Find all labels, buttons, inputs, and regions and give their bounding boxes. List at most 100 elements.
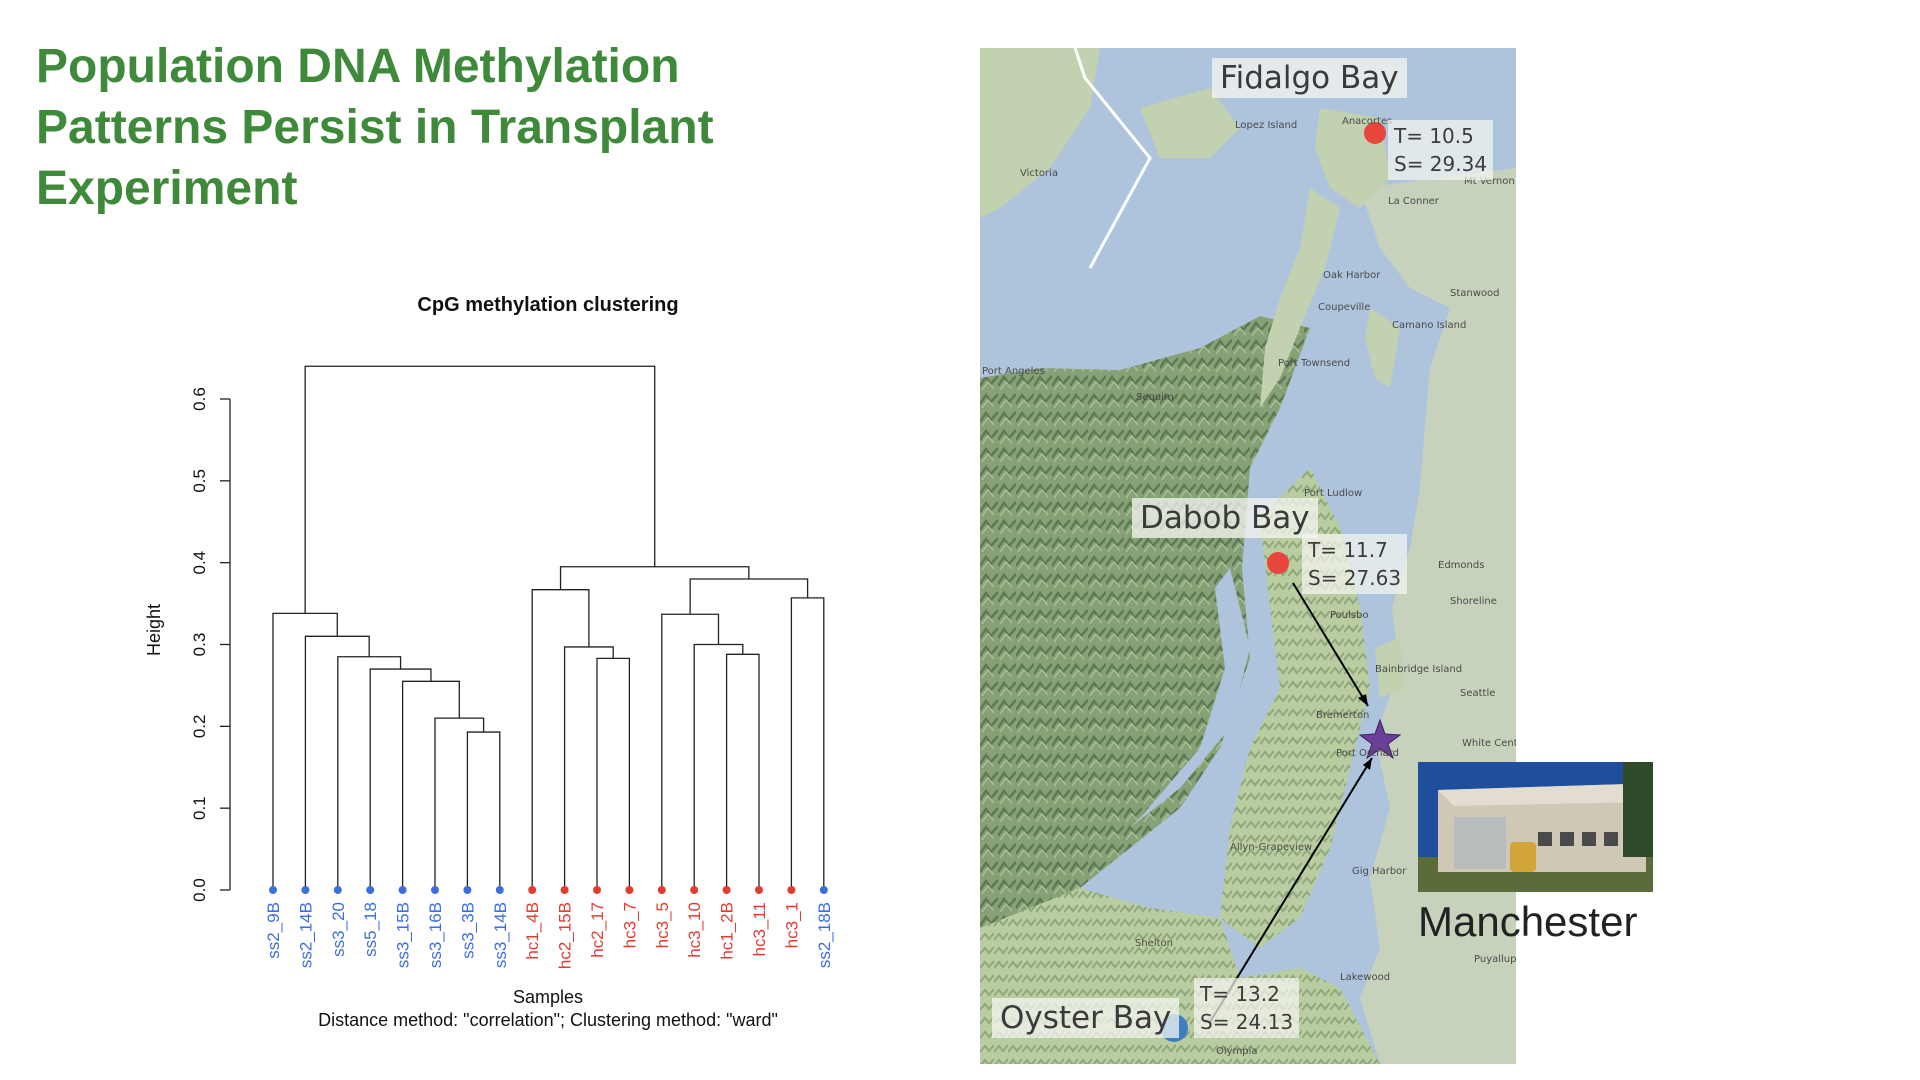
dendrogram-branch [689,578,809,615]
leaf-marker [528,886,537,894]
place-bremerton: Bremerton [1316,710,1370,721]
y-tick-label: 0.1 [190,796,209,820]
leaf-marker [366,886,375,894]
leaf-marker [690,886,699,894]
vancouver-island [980,48,1100,218]
facility-illustration [1418,762,1653,892]
y-tick-label: 0.0 [190,878,209,902]
leaf-marker [755,886,763,894]
y-axis-label: Height [144,604,164,656]
leaf-marker [593,886,601,894]
place-mt-vernon: Mt Vernon [1464,176,1515,187]
place-edmonds: Edmonds [1438,560,1485,571]
dendrogram-branch [559,566,750,590]
puget-sound-map: Victoria Lopez Island Anacortes Mt Verno… [980,48,1516,1064]
place-coupeville: Coupeville [1318,302,1371,313]
fidalgo-bay-label: Fidalgo Bay [1212,58,1407,98]
leaf-marker [495,886,504,894]
place-shelton: Shelton [1135,938,1173,949]
dendrogram-branch [337,656,402,890]
dabob-salinity: S= 27.63 [1308,566,1402,590]
leaf-marker [819,886,828,894]
place-sequim: Sequim [1136,392,1174,403]
place-seattle: Seattle [1460,688,1496,699]
leaf-marker [269,886,277,894]
place-port-townsend: Port Townsend [1278,358,1351,369]
leaf-label: ss3_16B [426,902,445,968]
place-port-orchard: Port Orchard [1336,748,1400,759]
fidalgo-salinity: S= 29.34 [1394,152,1488,176]
leaf-marker [657,886,666,894]
dendrogram-branch [466,731,501,890]
dendrogram-branch [369,668,432,890]
leaf-marker [560,886,569,894]
dendrogram-branches [272,365,825,890]
leaf-label: hc2_17 [588,902,607,958]
whidbey-island [1260,188,1340,408]
y-tick-label: 0.6 [190,387,209,411]
place-lakewood: Lakewood [1340,972,1391,983]
slide-title-line-2: Patterns Persist in Transplant [36,101,714,154]
place-bainbridge: Bainbridge Island [1375,664,1463,675]
x-axis-label: Samples [513,987,583,1007]
dendrogram-branch [304,635,370,890]
place-port-angeles: Port Angeles [982,366,1045,377]
hood-canal [1130,568,1250,828]
leaf-label: hc3_10 [685,902,704,958]
place-stanwood: Stanwood [1450,288,1500,299]
leaf-label: hc1_2B [718,902,737,960]
dendrogram-branch [693,643,744,890]
leaf-marker [301,886,310,894]
dendrogram-branch [563,646,614,890]
dabob-temperature: T= 11.7 [1308,538,1388,562]
leaf-label: hc1_4B [523,902,542,960]
y-tick-label: 0.3 [190,633,209,657]
oyster-bay-label: Oyster Bay [992,998,1180,1038]
leaf-label: hc3_7 [620,902,639,948]
dendrogram-chart: CpG methylation clustering Height Sample… [144,294,834,1030]
place-gig-harbor: Gig Harbor [1352,866,1407,877]
dendrogram-branch [596,657,631,890]
dendrogram-branch [790,597,825,890]
chart-title: CpG methylation clustering [417,294,678,316]
place-white-center: White Center [1462,738,1516,749]
leaf-marker [398,886,407,894]
leaf-label: ss5_18 [361,902,380,957]
leaf-label: ss2_9B [264,902,283,959]
leaf-label: hc2_15B [556,902,575,969]
dendrogram-branch [304,365,656,614]
leaf-marker [787,886,796,894]
leaf-label: ss3_14B [491,902,510,968]
leaf-label: hc3_11 [750,902,769,957]
leaf-marker [463,886,472,894]
y-axis: 0.0 0.1 0.2 0.3 0.4 0.5 0.6 [190,387,231,902]
place-port-ludlow: Port Ludlow [1304,488,1363,499]
leaf-marker [431,886,439,894]
slide-title-line-3: Experiment [36,162,298,215]
oyster-temperature: T= 13.2 [1200,982,1280,1006]
san-juan-islands [1140,88,1240,158]
dendrogram-branch [434,717,485,890]
fidalgo-stats: T= 10.5 S= 29.34 [1388,120,1494,180]
leaf-label: ss3_3B [458,902,477,959]
bainbridge-island [1375,638,1405,698]
place-victoria: Victoria [1020,168,1058,179]
place-poulsbo: Poulsbo [1330,610,1369,621]
leaf-label: ss3_15B [394,902,413,968]
leaf-label: ss3_20 [329,902,348,957]
dabob-stats: T= 11.7 S= 27.63 [1302,534,1408,594]
slide-title: Population DNA Methylation Patterns Pers… [36,36,856,219]
olympic-peninsula [980,316,1310,928]
chart-subtitle: Distance method: "correlation"; Clusteri… [318,1010,778,1030]
dabob-site-marker [1267,552,1289,574]
place-la-conner: La Conner [1388,196,1439,207]
fidalgo-site-marker [1364,122,1386,144]
dendrogram-branch [401,680,460,890]
dabob-bay-label: Dabob Bay [1132,498,1318,538]
place-oak-harbor: Oak Harbor [1323,270,1381,281]
slide-title-line-1: Population DNA Methylation [36,40,680,93]
manchester-facility-photo [1418,762,1653,892]
camano-island [1365,308,1400,388]
place-anacortes: Anacortes [1342,116,1393,127]
dendrogram-leaves: ss2_9B ss2_14B ss3_20 ss5_18 ss3_15B ss3_16B s… [264,886,834,969]
